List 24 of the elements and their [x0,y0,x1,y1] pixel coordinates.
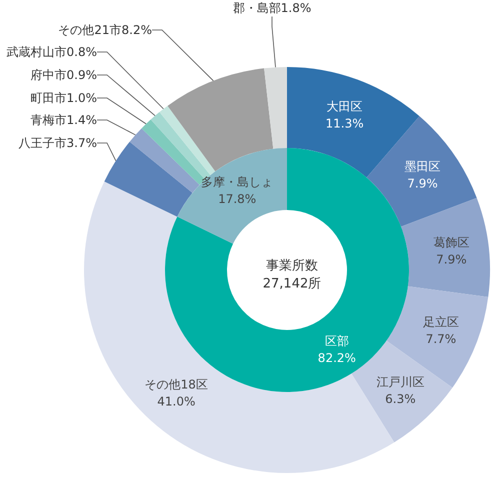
slice-label: 武蔵村山市0.8% [6,45,97,59]
slice-label: 八王子市3.7% [18,136,97,150]
data-label: 7.7% [426,332,456,346]
slice-label: 葛飾区 [433,236,470,250]
slice-label: 町田市1.0% [30,91,97,105]
text: 事業所数 27,142所 [262,258,322,292]
slice-label: その他18区 [144,378,208,392]
data-label: 41.0% [157,394,196,409]
slice-label: 区部 [324,334,349,348]
data-label: 7.9% [436,252,467,267]
slice-label: 多摩・島しょ [201,174,274,189]
data-label: 11.3% [326,116,364,130]
data-label: 7.9% [407,176,438,190]
slice-label: 府中市0.9% [30,68,97,82]
data-label: 6.3% [385,392,416,406]
slice-label: 墨田区 [404,159,440,174]
slice-label: 青梅市1.4% [30,113,97,127]
slice-label: 郡・島部1.8% [232,1,312,15]
slice-label: 江戸川区 [376,375,424,390]
slice-label: その他21市8.2% [58,23,152,37]
slice-label: 大田区 [326,99,363,114]
slice-label: 足立区 [422,315,459,330]
data-label: 82.2% [318,351,356,366]
data-label: 17.8% [218,192,256,206]
